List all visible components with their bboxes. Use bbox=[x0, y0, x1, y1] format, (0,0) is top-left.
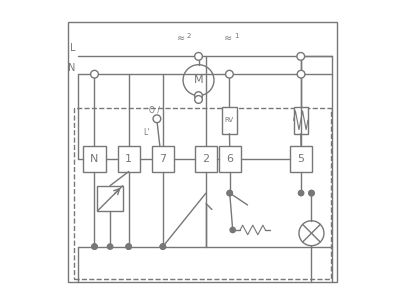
Text: O / I: O / I bbox=[149, 105, 165, 114]
Text: L': L' bbox=[143, 128, 150, 137]
Bar bbox=[68, 22, 337, 282]
Circle shape bbox=[227, 190, 232, 196]
Circle shape bbox=[309, 190, 314, 196]
Circle shape bbox=[126, 244, 131, 249]
Bar bbox=[98, 186, 123, 211]
Circle shape bbox=[297, 52, 305, 60]
Bar bbox=[74, 108, 331, 279]
Text: 5: 5 bbox=[298, 154, 304, 164]
Bar bbox=[195, 146, 217, 172]
Circle shape bbox=[226, 70, 233, 78]
Circle shape bbox=[92, 244, 97, 249]
Text: RV: RV bbox=[225, 117, 234, 123]
Circle shape bbox=[160, 244, 166, 249]
Bar bbox=[118, 146, 140, 172]
Text: L: L bbox=[70, 44, 75, 53]
Bar bbox=[83, 146, 106, 172]
Circle shape bbox=[183, 65, 214, 96]
Circle shape bbox=[227, 190, 232, 196]
Circle shape bbox=[309, 190, 314, 196]
Text: ≈: ≈ bbox=[177, 34, 185, 44]
Circle shape bbox=[108, 244, 113, 249]
Circle shape bbox=[153, 115, 161, 123]
Text: 2: 2 bbox=[187, 33, 191, 39]
Text: 6: 6 bbox=[226, 154, 233, 164]
Text: N: N bbox=[90, 154, 99, 164]
Circle shape bbox=[195, 92, 202, 100]
Bar bbox=[294, 107, 308, 134]
Bar bbox=[290, 146, 312, 172]
Circle shape bbox=[299, 221, 324, 246]
Circle shape bbox=[297, 70, 305, 78]
Text: M: M bbox=[194, 75, 203, 85]
Circle shape bbox=[92, 244, 97, 249]
Bar bbox=[222, 107, 236, 134]
Circle shape bbox=[160, 244, 166, 249]
Circle shape bbox=[126, 244, 131, 249]
Bar bbox=[152, 146, 174, 172]
Text: 7: 7 bbox=[159, 154, 166, 164]
Circle shape bbox=[230, 227, 235, 232]
Bar bbox=[218, 146, 241, 172]
Text: N: N bbox=[68, 63, 75, 73]
Circle shape bbox=[91, 70, 98, 78]
Circle shape bbox=[195, 96, 202, 103]
Circle shape bbox=[195, 52, 202, 60]
Text: ≈: ≈ bbox=[224, 34, 232, 44]
Text: 2: 2 bbox=[202, 154, 210, 164]
Text: 1: 1 bbox=[234, 33, 239, 39]
Circle shape bbox=[298, 190, 304, 196]
Text: 1: 1 bbox=[125, 154, 132, 164]
